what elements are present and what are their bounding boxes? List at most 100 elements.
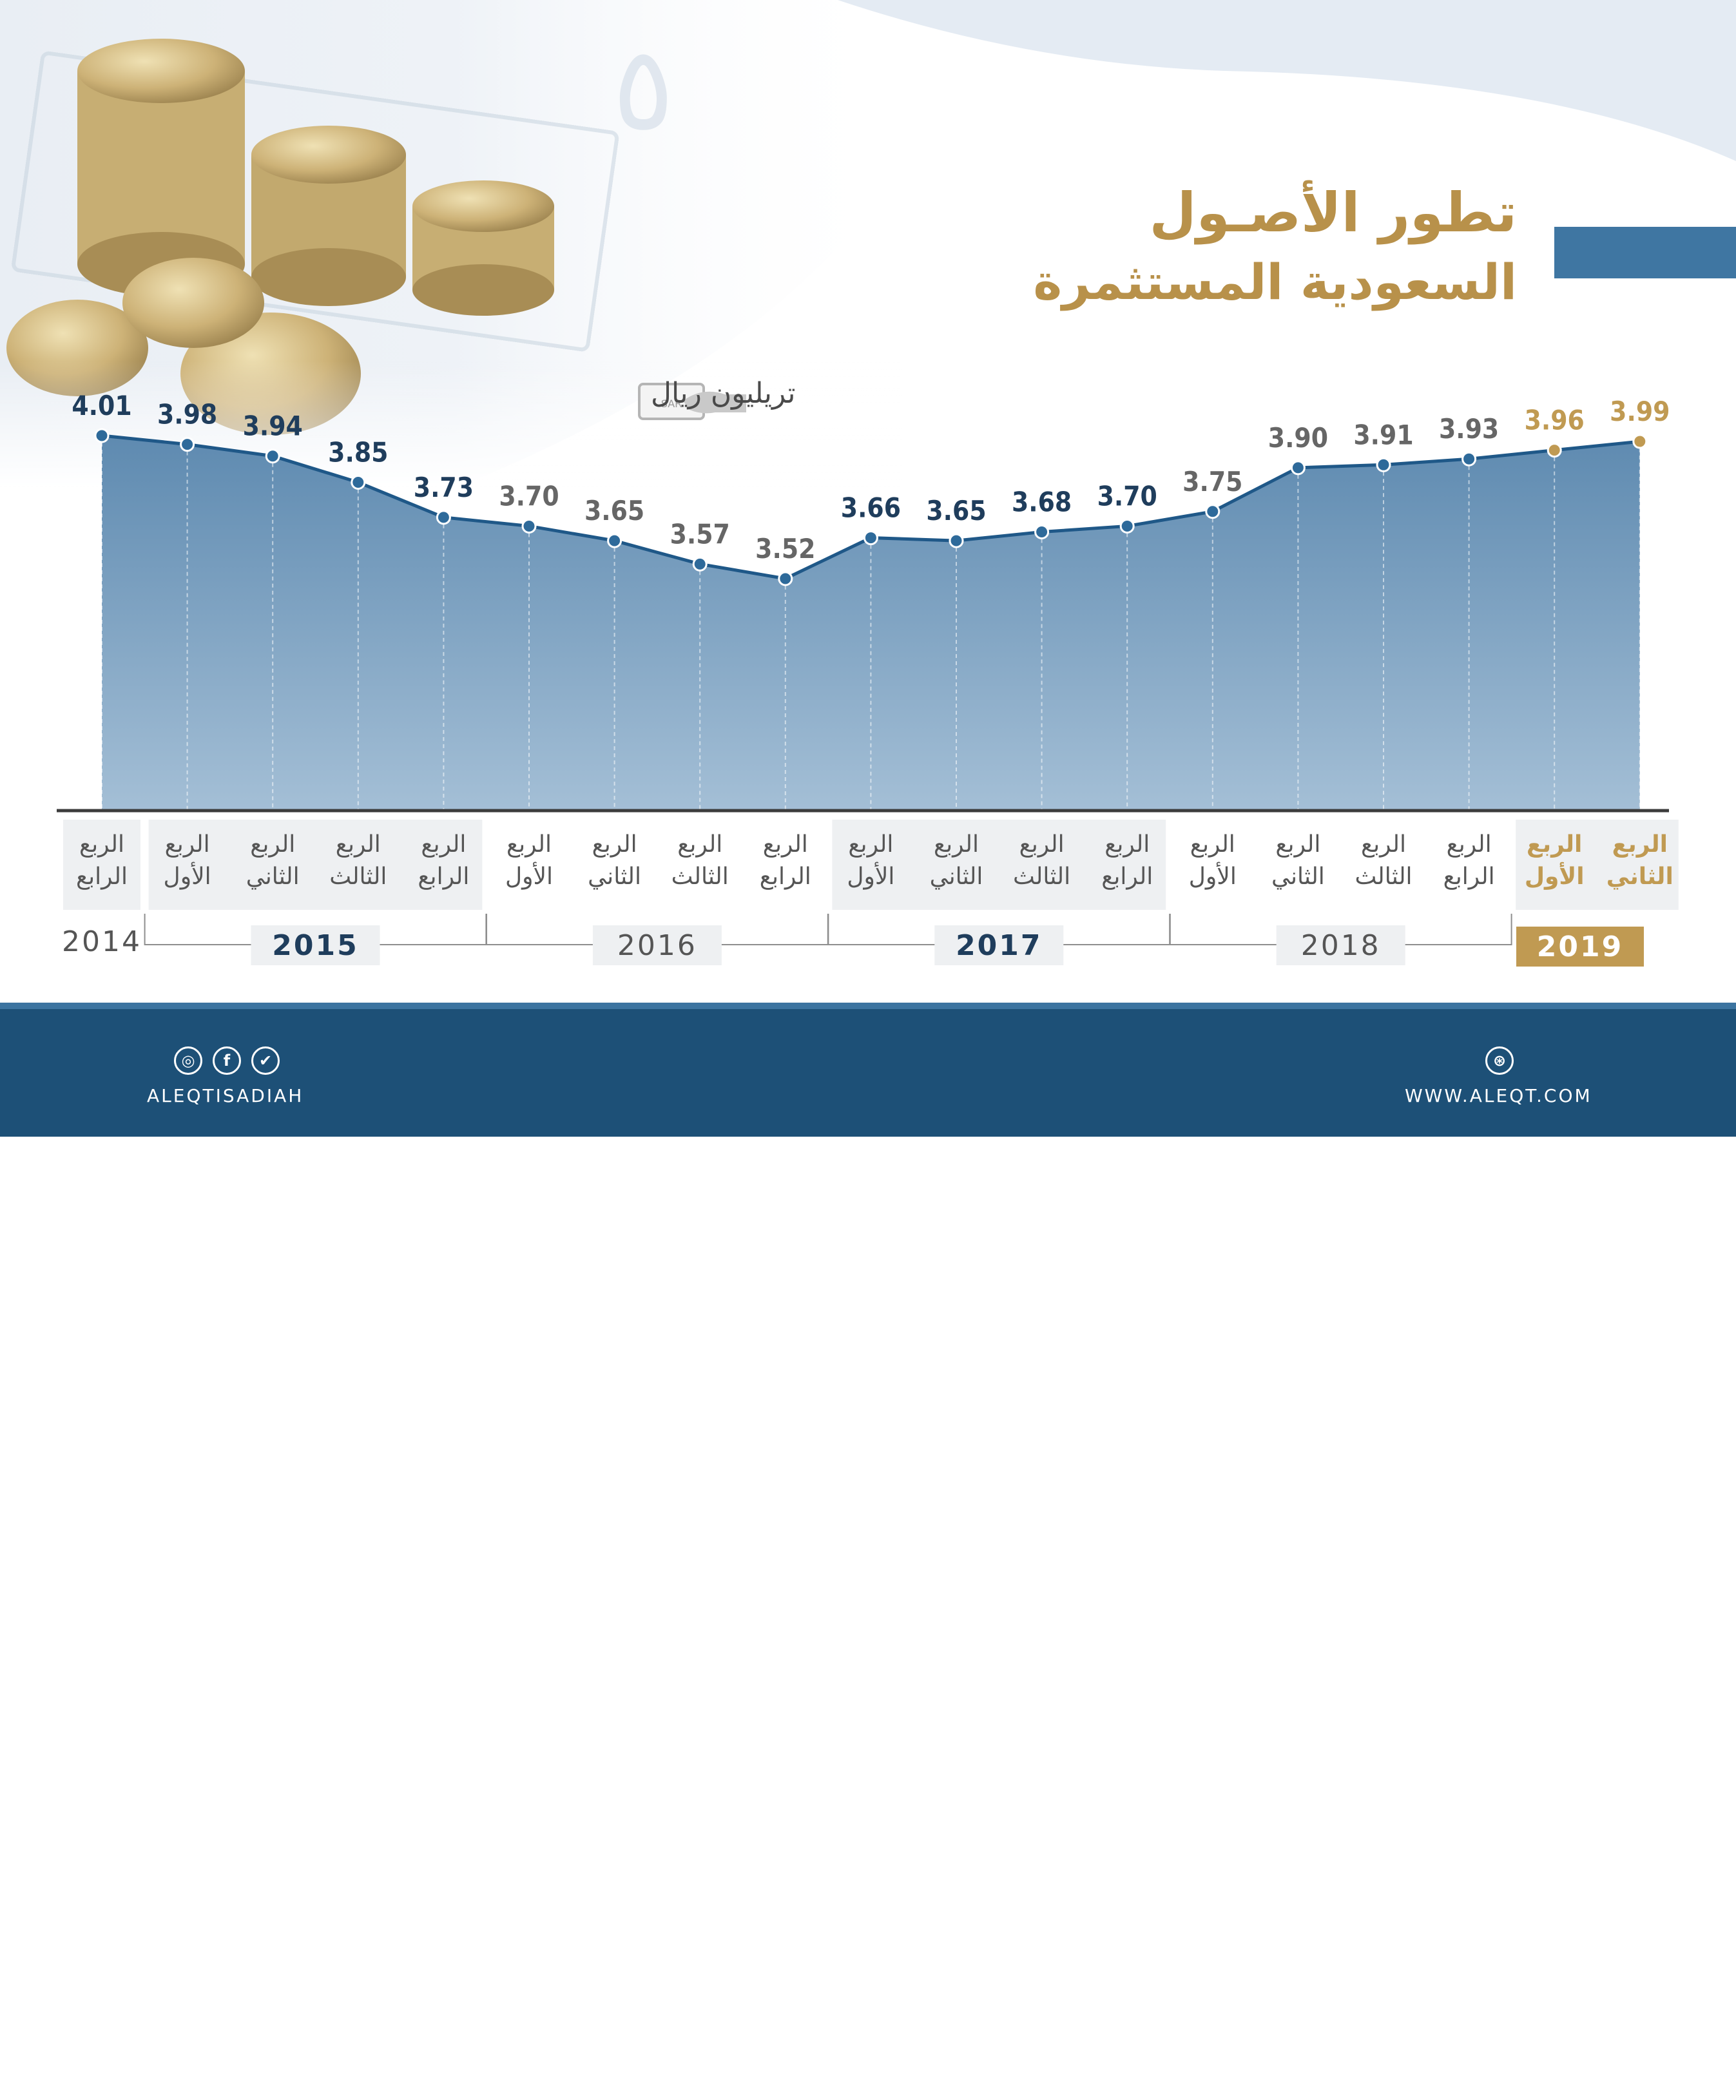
title-line-2: السعودية المستثمرة xyxy=(1033,253,1517,311)
data-point xyxy=(1205,504,1220,519)
year-label: 2016 xyxy=(617,929,697,962)
quarter-label: الربع xyxy=(592,831,637,858)
data-point xyxy=(949,533,964,548)
data-label: 4.01 xyxy=(72,390,131,421)
footer: ◎ f ✔ ALEQTISADIAH الاقتصادية ⊛ WWW.ALEQ… xyxy=(0,1009,1736,2100)
quarter-label: الربع xyxy=(1612,831,1668,858)
web-icon[interactable]: ⊛ xyxy=(1485,1046,1514,1075)
quarter-label: الثاني xyxy=(246,863,300,890)
quarter-label: الثاني xyxy=(1271,863,1325,890)
quarter-label: الثاني xyxy=(588,863,641,890)
data-point xyxy=(1034,525,1050,540)
year-label: 2018 xyxy=(1301,929,1381,962)
data-point xyxy=(1632,434,1648,449)
quarter-label: الربع xyxy=(421,831,466,858)
chart-title: تطور الأصـول السعودية المستثمرة xyxy=(1033,177,1517,316)
year-box xyxy=(251,925,380,965)
data-label: 3.75 xyxy=(1182,466,1242,497)
quarter-label: الربع xyxy=(250,831,295,858)
logo: الاقتصادية xyxy=(776,2058,958,2100)
year-box xyxy=(934,925,1064,965)
quarter-group-bg xyxy=(63,820,140,910)
year-box xyxy=(1516,927,1644,967)
quarter-label: الثالث xyxy=(1355,863,1412,890)
quarter-label: الأول xyxy=(505,862,553,890)
data-label: 3.65 xyxy=(584,495,644,526)
quarter-label: الربع xyxy=(763,831,808,858)
data-label: 3.73 xyxy=(414,472,474,503)
data-label: 3.70 xyxy=(1097,480,1157,512)
data-label: 3.91 xyxy=(1353,419,1413,450)
currency-icon-text: SAR xyxy=(661,398,682,410)
data-point xyxy=(863,530,878,546)
data-point xyxy=(1376,457,1391,472)
quarter-label: الربع xyxy=(934,831,979,858)
data-point xyxy=(1119,518,1135,534)
data-label: 3.93 xyxy=(1439,413,1499,445)
data-point xyxy=(1290,460,1306,476)
data-label: 3.66 xyxy=(841,492,901,524)
quarter-label: الرابع xyxy=(1443,863,1495,890)
quarter-label: الأول xyxy=(164,862,211,890)
footer-accent-strip xyxy=(0,1003,1736,1009)
quarter-label: الربع xyxy=(677,831,722,858)
quarter-label: الرابع xyxy=(76,863,128,890)
quarter-group-bg xyxy=(832,820,1166,910)
quarter-label: الربع xyxy=(1104,831,1150,858)
data-label: 3.94 xyxy=(243,410,303,442)
quarter-label: الرابع xyxy=(418,863,469,890)
svg-text:٥: ٥ xyxy=(612,22,675,157)
quarter-label: الأول xyxy=(1525,862,1585,890)
data-label: 3.68 xyxy=(1012,486,1072,518)
quarter-label: الأول xyxy=(847,862,894,890)
data-point xyxy=(351,474,366,490)
area-chart: 4.01 3.98 3.94 3.85 3.73 3.70 3.65 3.57 3.52 3.66… xyxy=(57,390,1679,967)
quarter-label: الثالث xyxy=(329,863,387,890)
year-box xyxy=(1276,925,1405,965)
twitter-icon[interactable]: ✔ xyxy=(251,1046,280,1075)
quarter-label: الثالث xyxy=(671,863,729,890)
currency-hand-icon: SAR xyxy=(638,383,746,420)
quarter-label: الربع xyxy=(336,831,381,858)
data-point xyxy=(1547,443,1562,458)
quarter-label: الرابع xyxy=(1101,863,1153,890)
data-label: 3.96 xyxy=(1525,405,1585,436)
quarter-group-bg xyxy=(148,820,483,910)
quarter-label: الثاني xyxy=(930,863,983,890)
website-url[interactable]: WWW.ALEQT.COM xyxy=(1405,1085,1592,1106)
social-handle[interactable]: ALEQTISADIAH xyxy=(147,1085,304,1106)
title-line-1: تطور الأصـول xyxy=(1149,181,1517,244)
quarter-label: الربع xyxy=(848,831,893,858)
data-label: 3.90 xyxy=(1268,422,1328,454)
data-point xyxy=(692,556,708,572)
quarter-label: الربع xyxy=(506,831,552,858)
quarter-label: الربع xyxy=(79,831,124,858)
quarter-label: الربع xyxy=(1275,831,1320,858)
title-accent-bar xyxy=(1554,227,1736,278)
year-label: 2017 xyxy=(956,929,1042,962)
data-label: 3.98 xyxy=(157,399,217,430)
quarter-group-bg xyxy=(1516,820,1679,910)
quarter-label: الربع xyxy=(165,831,210,858)
instagram-icon[interactable]: ◎ xyxy=(174,1046,202,1075)
quarter-label: الربع xyxy=(1527,831,1582,858)
data-point xyxy=(778,571,793,586)
background-decoration: ٥ xyxy=(0,0,1736,490)
quarter-label: الأول xyxy=(1189,862,1237,890)
data-point xyxy=(94,428,110,443)
year-label: 2019 xyxy=(1537,930,1623,963)
facebook-icon[interactable]: f xyxy=(213,1046,241,1075)
data-point xyxy=(436,510,451,525)
data-label: 3.99 xyxy=(1610,396,1670,427)
data-label: 3.65 xyxy=(926,495,986,526)
quarter-label: الربع xyxy=(1361,831,1406,858)
year-box xyxy=(592,925,722,965)
data-point xyxy=(521,518,537,534)
unit-label: تريليون ريال xyxy=(651,377,796,410)
year-label: 2014 xyxy=(62,925,142,958)
quarter-label: الثاني xyxy=(1606,863,1673,890)
data-point xyxy=(607,533,622,548)
data-point xyxy=(1461,451,1477,467)
data-point xyxy=(180,437,195,452)
quarter-label: الربع xyxy=(1447,831,1492,858)
